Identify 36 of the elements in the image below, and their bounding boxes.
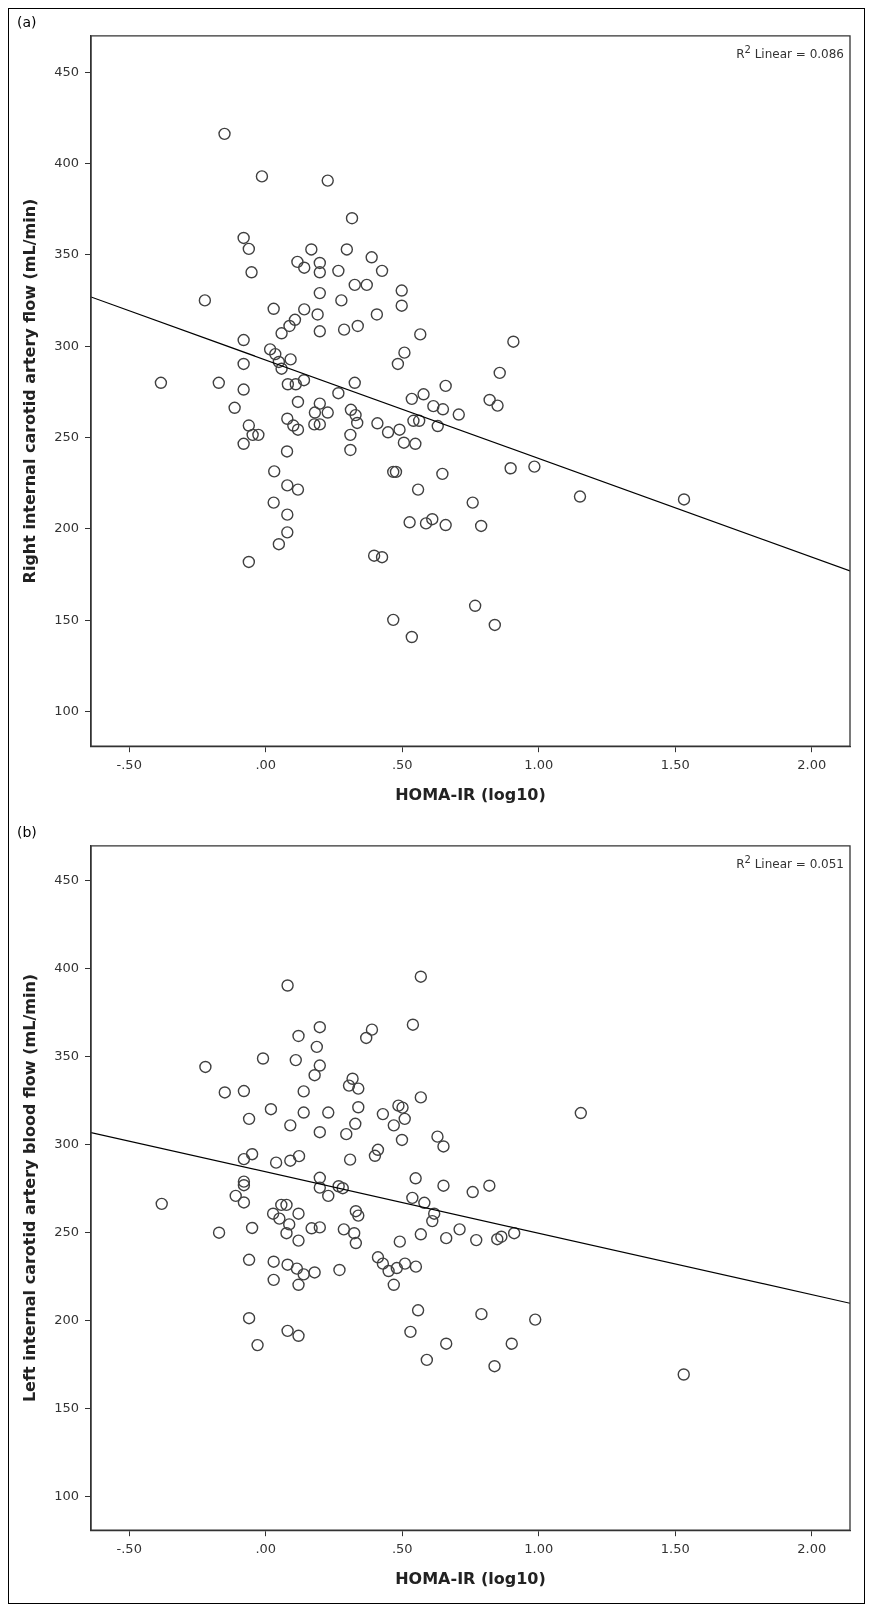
y-tick-label: 300 xyxy=(54,337,80,353)
y-tick-label: 200 xyxy=(54,1312,80,1328)
x-tick-label: .50 xyxy=(391,1541,413,1557)
x-tick-label: -.50 xyxy=(116,1541,142,1557)
annotation: R$^{2}$ Linear = 0.086 xyxy=(736,42,844,62)
x-tick-label: .00 xyxy=(255,1541,277,1557)
x-axis-title: HOMA-IR (log10) xyxy=(395,784,546,804)
x-tick-label: -.50 xyxy=(116,757,142,773)
y-tick-label: 200 xyxy=(54,520,80,536)
y-tick-label: 350 xyxy=(54,1048,80,1064)
annotation: R$^{2}$ Linear = 0.051 xyxy=(736,852,844,872)
y-tick-label: 450 xyxy=(54,63,80,79)
x-tick-label: 1.50 xyxy=(660,1541,690,1557)
y-tick-label: 450 xyxy=(54,872,80,888)
y-tick-label: 150 xyxy=(54,611,80,627)
x-tick-label: 1.00 xyxy=(524,757,554,773)
y-tick-label: 400 xyxy=(54,960,80,976)
y-tick-label: 300 xyxy=(54,1136,80,1152)
x-tick-label: 1.00 xyxy=(524,1541,554,1557)
chart-title: (b) xyxy=(17,824,37,841)
y-tick-label: 250 xyxy=(54,1224,80,1240)
x-tick-label: .00 xyxy=(255,757,277,773)
y-tick-label: 150 xyxy=(54,1400,80,1416)
y-axis-title: Left internal carotid artery blood flow (mL/min) xyxy=(19,973,39,1403)
y-tick-label: 100 xyxy=(54,1488,80,1504)
y-axis-title: Right internal carotid artery flow (mL/min) xyxy=(19,198,39,584)
y-tick-label: 400 xyxy=(54,155,80,171)
y-tick-label: 250 xyxy=(54,428,80,444)
x-axis-title: HOMA-IR (log10) xyxy=(395,1568,546,1588)
y-tick-label: 100 xyxy=(54,702,80,718)
x-tick-label: 2.00 xyxy=(797,757,827,773)
x-tick-label: 1.50 xyxy=(660,757,690,773)
x-tick-label: 2.00 xyxy=(797,1541,827,1557)
x-tick-label: .50 xyxy=(391,757,413,773)
chart-title: (a) xyxy=(17,14,37,31)
y-tick-label: 350 xyxy=(54,246,80,262)
